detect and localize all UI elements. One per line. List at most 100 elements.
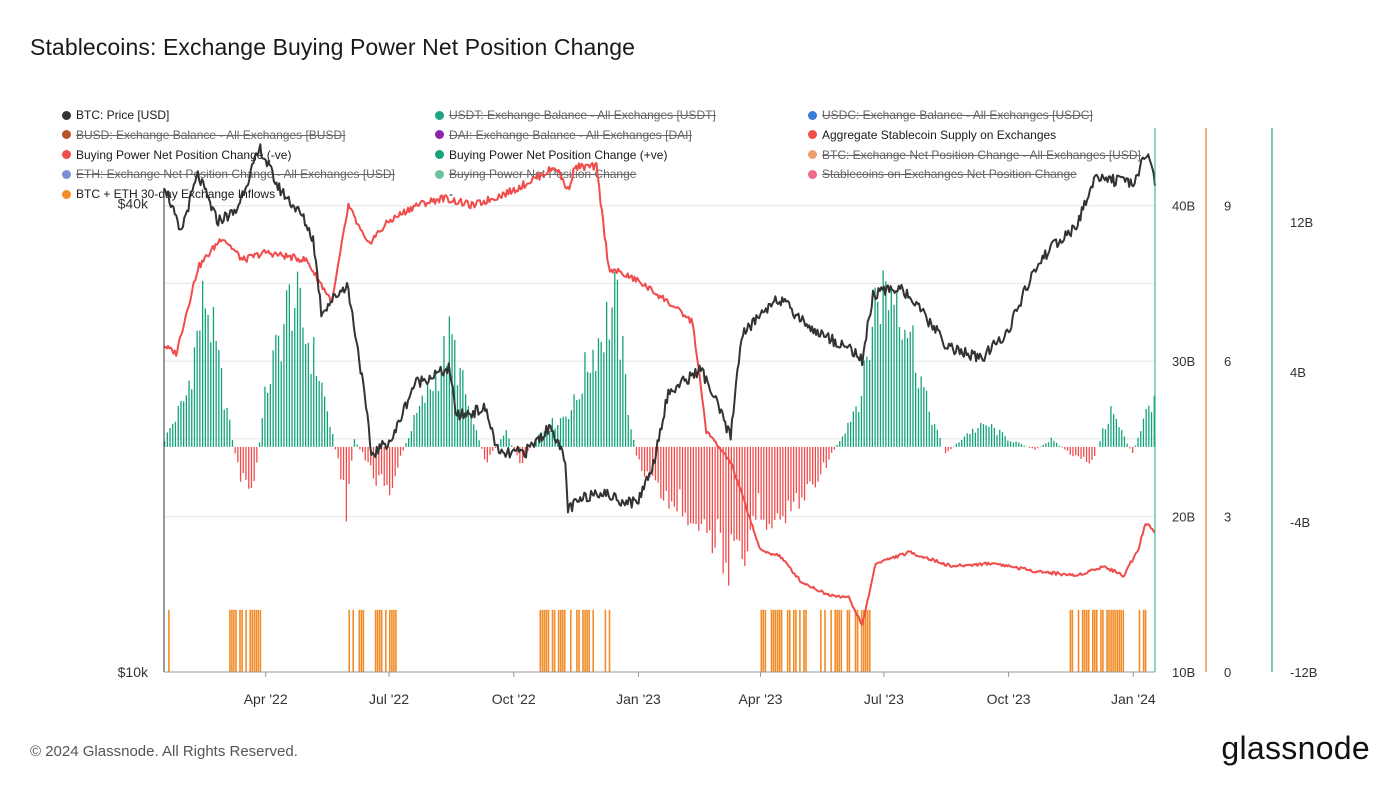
net-change-bar [600,342,602,447]
net-change-bar [370,446,372,466]
netchange-tick-label: -12B [1290,665,1317,680]
net-change-bar [342,446,345,480]
net-change-bar [164,441,166,447]
net-change-bar [250,446,253,488]
net-change-bar [850,421,852,447]
net-change-bar [635,446,638,456]
inflow-bar [235,609,237,673]
net-change-bar [239,446,242,482]
net-change-bar [784,446,787,524]
net-change-bar [887,310,890,447]
netchange-tick-label: 4B [1290,365,1306,380]
netchange-tick-label: -4B [1290,515,1310,530]
inflow-bar [231,609,233,673]
inflow-bar [1118,609,1120,673]
net-change-bar [768,446,770,525]
net-change-bar [654,446,657,481]
net-change-bar [508,438,510,447]
inflow-bar [1085,609,1088,673]
legend-label: BUSD: Exchange Balance - All Exchanges [… [76,127,346,142]
net-change-bar [679,446,681,490]
legend-dot-icon [808,110,817,120]
net-change-bar [172,423,174,447]
copyright-footer: © 2024 Glassnode. All Rights Reserved. [30,743,298,760]
net-change-bar [646,446,648,472]
net-change-bar [616,279,619,447]
legend-item[interactable]: ETH: Exchange Net Position Change - All … [62,167,395,181]
net-change-bar [1145,408,1147,447]
net-change-bar [310,374,312,447]
net-change-bar [505,430,507,447]
legend-item[interactable]: USDT: Exchange Balance - All Exchanges [… [435,108,716,122]
net-change-bar [1134,445,1136,447]
net-change-bar [833,446,835,450]
inflow-bar [1112,609,1114,673]
net-change-bar [597,338,600,447]
inflow-bar [389,609,391,673]
legend-item[interactable]: DAI: Exchange Balance - All Exchanges [D… [435,128,692,142]
net-change-bar [237,446,239,463]
net-change-bar [326,411,328,447]
net-change-bar [315,375,318,447]
legend-item[interactable]: Aggregate Stablecoin Supply on Exchanges [808,128,1056,142]
legend-item[interactable]: - [435,187,453,201]
net-change-bar [993,427,995,447]
inflow-bar [374,609,377,673]
net-change-bar [1058,445,1060,447]
legend-item[interactable]: USDC: Exchange Balance - All Exchanges [… [808,108,1093,122]
net-change-bar [581,393,583,447]
net-change-bar [291,330,293,447]
net-change-bar [492,446,494,451]
net-change-bar [245,446,247,480]
net-change-bar [546,432,548,447]
net-change-bar [860,396,863,447]
net-change-bar [1034,446,1036,450]
glassnode-logo[interactable]: glassnode [1221,730,1370,766]
inflow-bar [576,609,578,673]
legend-item[interactable]: Buying Power Net Position Change (+ve) [435,148,667,162]
net-change-bar [969,433,971,447]
net-change-bar [904,329,906,447]
net-change-bar [220,368,223,447]
inflow-bar [786,609,789,673]
legend-item[interactable]: BTC: Exchange Net Position Change - All … [808,148,1141,162]
legend-item[interactable]: BTC + ETH 30-day Exchange Inflows [62,187,275,201]
net-change-bar [1020,443,1023,447]
x-tick-label: Apr '22 [244,691,288,707]
inflow-bar [1069,609,1072,673]
net-change-bar [359,446,361,450]
net-change-bar [256,446,258,463]
net-change-bar [494,446,497,449]
inflows-tick-label: 3 [1224,510,1231,525]
net-change-bar [1009,441,1012,447]
net-change-bar [324,396,326,447]
net-change-bar [847,422,849,447]
net-change-bar [779,446,781,520]
legend-dot-icon [62,189,71,199]
inflow-bar [239,609,241,673]
legend-item[interactable]: Stablecoins on Exchanges Net Position Ch… [808,167,1077,181]
net-change-bar [608,339,610,447]
net-change-bar [1132,446,1134,453]
net-change-bar [332,433,334,447]
inflow-bar [780,609,783,673]
net-change-bar [389,446,391,496]
net-change-bar [839,441,841,447]
net-change-bar [277,335,280,447]
net-change-bar [671,446,673,502]
net-change-bar [483,446,486,460]
legend-item[interactable]: BUSD: Exchange Balance - All Exchanges [… [62,128,345,142]
net-change-bar [985,425,987,447]
net-change-bar [177,405,179,447]
inflow-bar [539,609,542,673]
net-change-bar [730,446,732,535]
supply-tick-label: 30B [1172,354,1195,369]
net-change-bar [882,270,884,447]
net-change-bar [809,446,811,482]
legend-item[interactable]: Buying Power Net Position Change (-ve) [62,148,291,162]
legend-item[interactable]: BTC: Price [USD] [62,108,169,122]
stablecoin-supply-line [164,162,1156,626]
inflow-bar [803,609,805,673]
net-change-bar [771,446,773,529]
